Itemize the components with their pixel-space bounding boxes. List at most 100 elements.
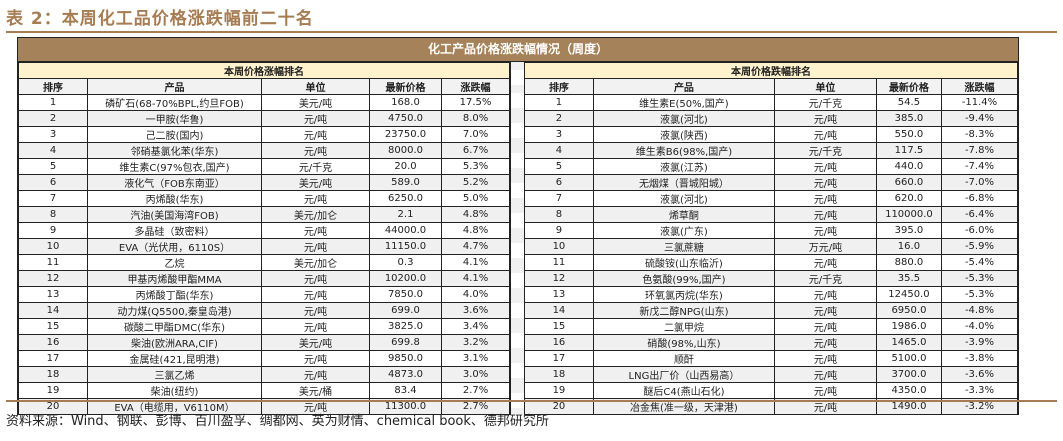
table-row: 20 冶金焦(准一级，天津港) 元/吨 1490.0 -3.2%: [523, 398, 1019, 415]
cell-product: 无烟煤（晋城阳城）: [592, 174, 775, 191]
cell-rank: 11: [18, 254, 88, 271]
cell-price: 4873.0: [369, 366, 442, 383]
cell-rank: 5: [18, 158, 88, 175]
cell-rank: 6: [18, 174, 88, 191]
cell-product: 新戊二醇NPG(山东): [592, 302, 775, 319]
cell-price: 11300.0: [369, 398, 442, 415]
cell-change: 3.2%: [440, 334, 511, 351]
cell-change: -11.4%: [940, 94, 1019, 111]
cell-change: 3.6%: [440, 302, 511, 319]
cell-rank: 13: [523, 286, 594, 303]
col-price: 最新价格: [369, 78, 442, 95]
cell-unit: 元/吨: [261, 222, 370, 239]
table-row: 6 无烟煤（晋城阳城） 元/吨 660.0 -7.0%: [523, 174, 1019, 191]
cell-rank: 12: [523, 270, 594, 287]
cell-product: 二氯甲烷: [592, 318, 775, 335]
cell-rank: 7: [523, 190, 594, 207]
cell-rank: 3: [18, 126, 88, 143]
table-row: 6 液化气（FOB东南亚） 美元/吨 589.0 5.2%: [18, 174, 511, 191]
cell-price: 10200.0: [369, 270, 442, 287]
cell-product: 液氯(河北): [592, 110, 775, 127]
cell-price: 1986.0: [875, 318, 942, 335]
cell-change: 5.2%: [440, 174, 511, 191]
cell-change: -7.0%: [940, 174, 1019, 191]
table-row: 11 乙烷 美元/加仑 0.3 4.1%: [18, 254, 511, 271]
cell-product: LNG出厂价（山西易高）: [592, 366, 775, 383]
table-row: 13 环氧氯丙烷(华东) 元/吨 12450.0 -5.3%: [523, 286, 1019, 303]
table-row: 19 柴油(纽约) 美元/桶 83.4 2.7%: [18, 382, 511, 399]
table-row: 15 二氯甲烷 元/吨 1986.0 -4.0%: [523, 318, 1019, 335]
cell-rank: 11: [523, 254, 594, 271]
col-rank: 排序: [523, 78, 594, 95]
cell-rank: 9: [18, 222, 88, 239]
cell-product: 邻硝基氯化苯(华东): [87, 142, 262, 159]
gainers-heading: 本周价格涨幅排名: [17, 62, 511, 79]
cell-price: 440.0: [875, 158, 942, 175]
cell-change: -6.8%: [940, 190, 1019, 207]
table-row: 7 液氯(河北) 元/吨 620.0 -6.8%: [523, 190, 1019, 207]
price-change-table: 化工产品价格涨跌幅情况（周度） 本周价格涨幅排名 排序 产品 单位 最新价格 涨…: [17, 37, 1019, 415]
cell-product: 维生素C(97%包衣,国产): [87, 158, 262, 175]
col-change: 涨跌幅: [440, 78, 511, 95]
cell-change: 5.3%: [440, 158, 511, 175]
cell-change: 2.7%: [440, 398, 511, 415]
cell-product: 柴油(纽约): [87, 382, 262, 399]
cell-rank: 14: [523, 302, 594, 319]
cell-unit: 元/吨: [773, 126, 877, 143]
cell-product: 柴油(欧洲ARA,CIF): [87, 334, 262, 351]
cell-change: -5.9%: [940, 238, 1019, 255]
table-row: 16 硝酸(98%,山东) 元/吨 1465.0 -3.9%: [523, 334, 1019, 351]
table-row: 8 烯草酮 元/吨 110000.0 -6.4%: [523, 206, 1019, 223]
cell-product: 甲基丙烯酸甲酯MMA: [87, 270, 262, 287]
cell-unit: 美元/加仑: [261, 254, 370, 271]
cell-product: 烯草酮: [592, 206, 775, 223]
table-row: 14 新戊二醇NPG(山东) 元/吨 6950.0 -4.8%: [523, 302, 1019, 319]
cell-price: 117.5: [875, 142, 942, 159]
cell-rank: 17: [523, 350, 594, 367]
cell-rank: 16: [18, 334, 88, 351]
cell-unit: 元/吨: [773, 318, 877, 335]
table-caption: 表 2：本周化工品价格涨跌幅前二十名: [6, 9, 314, 29]
cell-unit: 元/吨: [773, 350, 877, 367]
cell-product: 液氯(江苏): [592, 158, 775, 175]
table-row: 12 甲基丙烯酸甲酯MMA 元/吨 10200.0 4.1%: [18, 270, 511, 287]
cell-unit: 元/吨: [261, 238, 370, 255]
cell-product: 动力煤(Q5500,秦皇岛港): [87, 302, 262, 319]
cell-change: 4.7%: [440, 238, 511, 255]
cell-unit: 元/吨: [773, 158, 877, 175]
table-row: 3 己二胺(国内) 元/吨 23750.0 7.0%: [18, 126, 511, 143]
cell-product: 醚后C4(燕山石化): [592, 382, 775, 399]
cell-unit: 美元/加仑: [261, 206, 370, 223]
cell-change: 17.5%: [440, 94, 511, 111]
cell-unit: 美元/吨: [261, 334, 370, 351]
cell-product: 汽油(美国海湾FOB): [87, 206, 262, 223]
cell-change: -3.6%: [940, 366, 1019, 383]
cell-price: 620.0: [875, 190, 942, 207]
losers-table: 本周价格跌幅排名 排序 产品 单位 最新价格 涨跌幅 1 维生素E(50%,国产)…: [523, 62, 1019, 415]
cell-unit: 元/吨: [261, 270, 370, 287]
cell-rank: 9: [523, 222, 594, 239]
cell-change: -3.2%: [940, 398, 1019, 415]
table-row: 16 柴油(欧洲ARA,CIF) 美元/吨 699.8 3.2%: [18, 334, 511, 351]
cell-product: 维生素E(50%,国产): [592, 94, 775, 111]
cell-change: -7.8%: [940, 142, 1019, 159]
cell-unit: 元/吨: [261, 126, 370, 143]
cell-price: 4750.0: [369, 110, 442, 127]
cell-rank: 8: [18, 206, 88, 223]
cell-rank: 4: [18, 142, 88, 159]
table-row: 2 液氯(河北) 元/吨 385.0 -9.4%: [523, 110, 1019, 127]
cell-rank: 6: [523, 174, 594, 191]
col-price: 最新价格: [875, 78, 942, 95]
cell-rank: 16: [523, 334, 594, 351]
cell-unit: 元/千克: [773, 142, 877, 159]
col-product: 产品: [592, 78, 775, 95]
cell-product: 金属硅(421,昆明港): [87, 350, 262, 367]
cell-price: 1490.0: [875, 398, 942, 415]
cell-unit: 元/千克: [773, 94, 877, 111]
cell-unit: 元/吨: [773, 286, 877, 303]
table-title: 化工产品价格涨跌幅情况（周度）: [18, 38, 1018, 62]
table-row: 14 动力煤(Q5500,秦皇岛港) 元/吨 699.0 3.6%: [18, 302, 511, 319]
cell-rank: 4: [523, 142, 594, 159]
table-row: 7 丙烯酸(华东) 元/吨 6250.0 5.0%: [18, 190, 511, 207]
cell-change: 4.1%: [440, 254, 511, 271]
